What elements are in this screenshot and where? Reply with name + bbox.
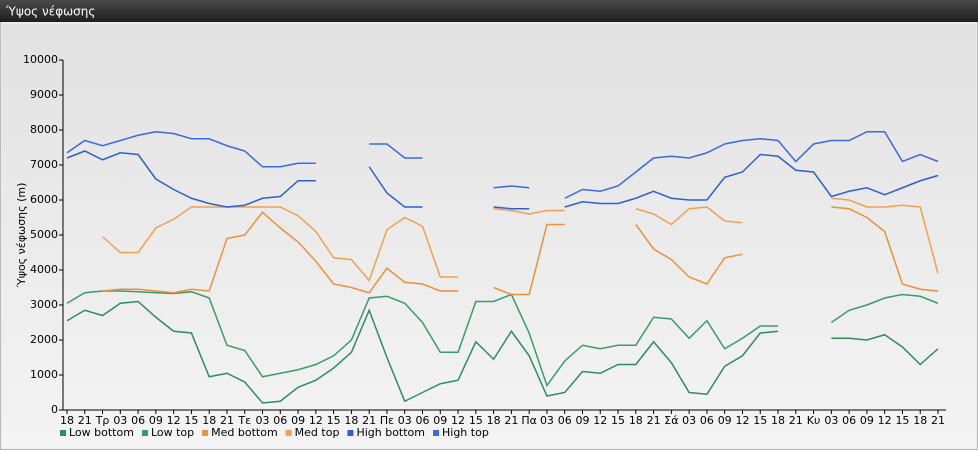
x-tick-label: 03 (540, 414, 554, 427)
x-tick-label: Πα (521, 414, 537, 427)
y-tick-label: 3000 (30, 298, 58, 311)
legend-label: Low top (151, 426, 194, 439)
x-tick-label: 09 (291, 414, 305, 427)
x-tick-label: 15 (184, 414, 198, 427)
legend-label: High top (442, 426, 489, 439)
series-line (830, 293, 939, 324)
x-tick-label: 18 (629, 414, 643, 427)
x-tick-label: 03 (682, 414, 696, 427)
series-line (564, 131, 939, 199)
y-tick-label: 6000 (30, 193, 58, 206)
legend-label: Low bottom (69, 426, 134, 439)
x-tick-label: Κυ (807, 414, 821, 427)
x-tick-label: 12 (167, 414, 181, 427)
series-line (493, 206, 530, 210)
x-tick-label: 18 (913, 414, 927, 427)
series-line (66, 300, 779, 404)
x-tick-label: 21 (647, 414, 661, 427)
x-tick-label: 15 (327, 414, 341, 427)
x-tick-label: 18 (202, 414, 216, 427)
series-line (66, 290, 779, 388)
x-tick-label: 15 (611, 414, 625, 427)
legend-swatch (60, 430, 66, 436)
x-tick-label: 21 (931, 414, 945, 427)
series-line (369, 143, 423, 159)
x-tick-label: 15 (469, 414, 483, 427)
x-tick-label: 03 (824, 414, 838, 427)
x-tick-label: 06 (842, 414, 856, 427)
plot-background (2, 24, 976, 448)
x-tick-label: 21 (504, 414, 518, 427)
legend-label: Med top (295, 426, 340, 439)
x-tick-label: 21 (362, 414, 376, 427)
y-axis-label: Ύψος νέφωσης (m) (15, 183, 28, 289)
x-tick-label: 03 (398, 414, 412, 427)
series-line (102, 206, 459, 282)
y-tick-label: 5000 (30, 228, 58, 241)
series-line (831, 206, 939, 292)
series-line (493, 208, 565, 215)
series-line (102, 211, 459, 294)
x-tick-label: 06 (416, 414, 430, 427)
x-tick-label: 12 (878, 414, 892, 427)
series-line (493, 223, 565, 296)
y-tick-label: 0 (51, 403, 58, 416)
x-tick-label: 18 (771, 414, 785, 427)
series-line (493, 185, 530, 189)
series-line (66, 130, 316, 168)
x-tick-label: 03 (113, 414, 127, 427)
series-line (635, 206, 743, 226)
x-tick-label: Τε (237, 414, 251, 427)
x-tick-label: 12 (593, 414, 607, 427)
x-tick-label: 18 (487, 414, 501, 427)
legend-label: Med bottom (211, 426, 278, 439)
legend-swatch (202, 430, 209, 436)
x-tick-label: 12 (309, 414, 323, 427)
x-tick-label: 09 (860, 414, 874, 427)
legend-swatch (347, 430, 354, 436)
x-tick-label: Τρ (95, 414, 110, 427)
chart-title: Ύψος νέφωσης (5, 5, 95, 19)
x-tick-label: 09 (575, 414, 589, 427)
y-tick-label: 4000 (30, 263, 58, 276)
legend-swatch (285, 430, 292, 436)
x-tick-label: Σά (664, 414, 678, 427)
series-line (66, 150, 316, 208)
x-tick-label: 21 (220, 414, 234, 427)
x-tick-label: 09 (433, 414, 447, 427)
x-tick-label: 18 (344, 414, 358, 427)
x-tick-label: 21 (78, 414, 92, 427)
x-tick-label: 09 (718, 414, 732, 427)
y-tick-label: 2000 (30, 333, 58, 346)
legend-label: High bottom (356, 426, 425, 439)
series-line (831, 333, 939, 366)
x-tick-label: 06 (558, 414, 572, 427)
title-bar (0, 0, 978, 22)
legend-swatch (433, 430, 439, 436)
y-tick-label: 10000 (23, 53, 58, 66)
y-tick-label: 7000 (30, 158, 58, 171)
series-line (831, 197, 939, 274)
x-tick-label: 15 (753, 414, 767, 427)
x-tick-label: 15 (895, 414, 909, 427)
legend-swatch (141, 430, 148, 436)
x-tick-label: 21 (789, 414, 803, 427)
x-tick-label: 06 (273, 414, 287, 427)
x-tick-label: 06 (700, 414, 714, 427)
series-line (368, 166, 423, 208)
y-tick-label: 9000 (30, 88, 58, 101)
x-tick-label: 18 (60, 414, 74, 427)
series-line (564, 153, 939, 208)
series-line (635, 224, 743, 285)
x-tick-label: 03 (256, 414, 270, 427)
x-tick-label: 09 (149, 414, 163, 427)
x-tick-label: 06 (131, 414, 145, 427)
x-tick-label: Πε (380, 414, 394, 427)
y-tick-label: 1000 (30, 368, 58, 381)
x-tick-label: 12 (451, 414, 465, 427)
x-tick-label: 12 (735, 414, 749, 427)
y-tick-label: 8000 (30, 123, 58, 136)
